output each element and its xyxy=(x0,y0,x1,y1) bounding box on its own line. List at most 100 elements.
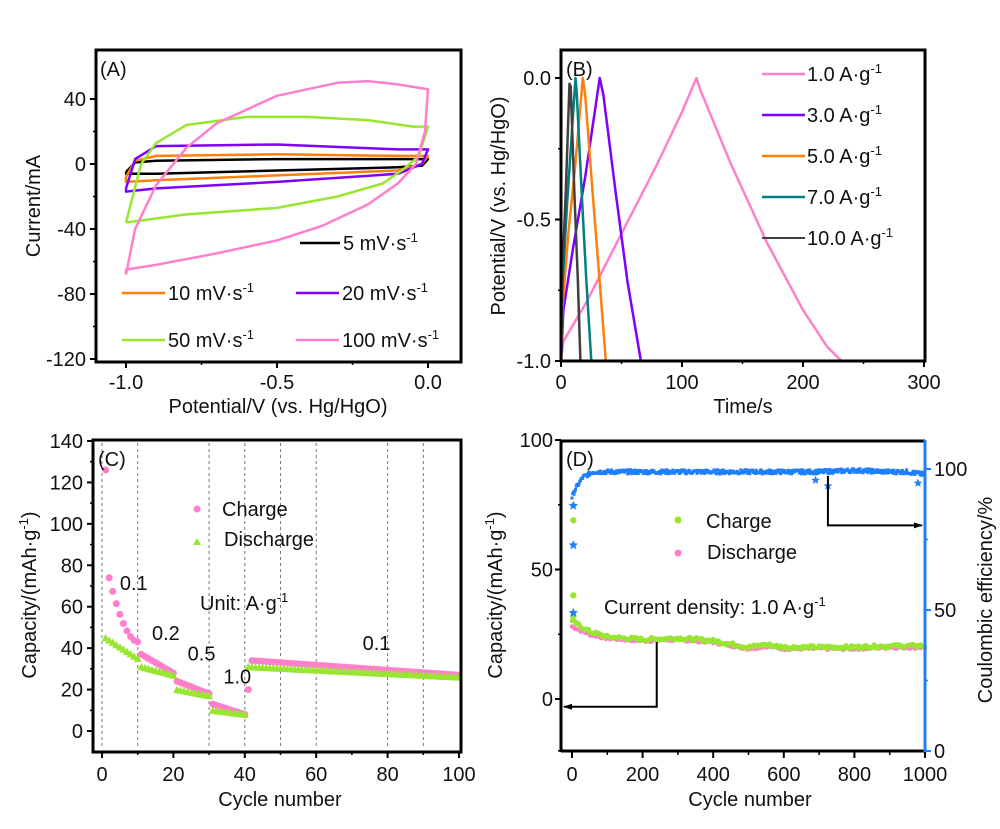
panel-d-legend-discharge-label: Discharge xyxy=(707,542,797,564)
panel-b-legend-label: 3.0 A·g-1 xyxy=(807,102,882,127)
ce-point xyxy=(818,470,822,474)
panel-c-points xyxy=(101,466,463,718)
panel-a-y-tick-label: -80 xyxy=(57,284,86,306)
panel-c-legend-charge-marker xyxy=(193,505,201,513)
panel-c-y-tick-label: 140 xyxy=(50,431,83,453)
ce-point xyxy=(869,471,873,475)
panel-a-legend-label: 10 mV·s-1 xyxy=(168,280,254,305)
ce-point xyxy=(662,468,666,472)
ce-point xyxy=(777,468,781,472)
panel-d-legend-charge-marker xyxy=(674,516,682,524)
ce-point xyxy=(613,471,617,475)
panel-c-rate-label: 0.5 xyxy=(188,644,216,666)
ce-point xyxy=(836,470,840,474)
panel-a-legend-label-sup: -1 xyxy=(406,230,418,245)
panel-a-y-tick-label: 40 xyxy=(64,89,86,111)
panel-c-rate-label: 0.1 xyxy=(120,573,148,595)
ce-point xyxy=(714,472,718,476)
panel-c-x-tick-label: 40 xyxy=(234,764,256,786)
ce-point xyxy=(905,468,909,472)
ce-point xyxy=(626,472,630,476)
panel-b-y-tick-label: 0.0 xyxy=(523,68,551,90)
charge-point xyxy=(109,587,117,595)
panel-b-legend-label: 5.0 A·g-1 xyxy=(807,143,882,168)
charge-point xyxy=(102,466,110,474)
panel-a-y-tick-label: 0 xyxy=(75,154,86,176)
ce-point xyxy=(891,470,895,474)
panel-d-y-title: Capacity/(mAh·g-1) xyxy=(482,511,507,678)
panel-a-x-ticks: -1.0 -0.5 0.0 xyxy=(109,362,442,394)
ce-point xyxy=(841,468,845,472)
ce-point xyxy=(703,472,707,476)
ce-point xyxy=(586,475,590,479)
ce-point xyxy=(834,470,838,474)
panel-a-label: (A) xyxy=(100,59,127,81)
ce-point xyxy=(581,476,585,480)
ce-point xyxy=(864,469,868,473)
ce-point xyxy=(658,469,662,473)
discharge-point xyxy=(133,654,142,662)
cv-curve-3 xyxy=(124,115,430,224)
panel-d-x-tick-label: 800 xyxy=(838,764,871,786)
panel-b-x-tick-label: 300 xyxy=(907,372,940,394)
ce-point xyxy=(892,468,896,472)
ce-point xyxy=(739,468,743,472)
panel-b-legend-label-sup: -1 xyxy=(870,184,882,199)
ce-point xyxy=(609,471,613,475)
panel-d-y-title-close: ) xyxy=(485,511,507,518)
panel-d: 0 50 100 0 50 100 0 200 400 600 800 1000 (D) Cycl… xyxy=(482,430,997,811)
ce-point xyxy=(568,500,579,510)
charge-point xyxy=(123,627,131,635)
ce-point xyxy=(604,472,608,476)
panel-c-rate-label: 0.1 xyxy=(363,633,391,655)
panel-b-y-tick-label: -0.5 xyxy=(517,210,551,232)
ce-point xyxy=(576,483,580,487)
discharge-point xyxy=(169,671,178,679)
panel-d-y2-tick-label: 50 xyxy=(934,600,956,622)
panel-c-x-tick-label: 60 xyxy=(305,764,327,786)
charge-point xyxy=(116,610,124,618)
ce-point xyxy=(633,468,637,472)
ce-point xyxy=(831,471,835,475)
ce-point xyxy=(671,468,675,472)
ce-point xyxy=(748,472,752,476)
panel-a-curves xyxy=(124,79,430,275)
panel-d-y2-tick-label: 0 xyxy=(934,741,945,763)
ce-point xyxy=(573,489,577,493)
ce-point xyxy=(874,470,878,474)
ce-point xyxy=(754,468,758,472)
panel-a-y-title: Current/mA xyxy=(23,154,45,257)
panel-c-y-tick-label: 60 xyxy=(61,597,83,619)
ce-point xyxy=(862,470,866,474)
ce-point xyxy=(868,467,872,471)
panel-b-legend: 1.0 A·g-13.0 A·g-15.0 A·g-17.0 A·g-110.0… xyxy=(762,61,893,250)
panel-d-x-tick-label: 400 xyxy=(697,764,730,786)
panel-d-y-title-sup: -1 xyxy=(482,518,497,530)
ce-point xyxy=(768,472,772,476)
ce-point xyxy=(877,471,881,475)
ce-point xyxy=(869,469,873,473)
panel-a-legend-label-sup: -1 xyxy=(428,327,440,342)
panel-a-x-title: Potential/V (vs. Hg/HgO) xyxy=(169,396,388,418)
arrowhead-right-icon xyxy=(914,522,923,529)
ce-point xyxy=(799,468,803,472)
ce-point xyxy=(845,467,849,471)
ce-point xyxy=(615,471,619,475)
ce-point xyxy=(625,468,629,472)
ce-point xyxy=(660,468,664,472)
ce-point xyxy=(880,471,884,475)
panel-b-legend-label-main: 7.0 A·g xyxy=(807,187,870,209)
ce-point xyxy=(758,470,762,474)
ce-point xyxy=(574,488,578,492)
panel-b-y-tick-label: -1.0 xyxy=(517,351,551,373)
panel-c-unit-main: Unit: A·g xyxy=(200,593,277,615)
ce-point xyxy=(774,471,778,475)
panel-b-legend-label-main: 3.0 A·g xyxy=(807,105,870,127)
panel-a-y-ticks: 40 0 -40 -80 -120 xyxy=(46,89,96,371)
gcd-curve-1 xyxy=(559,76,643,362)
ce-point xyxy=(629,468,633,472)
ce-point xyxy=(585,473,589,477)
ce-point xyxy=(867,469,871,473)
panel-a-legend-label-main: 50 mV·s xyxy=(168,330,242,352)
ce-point xyxy=(578,479,582,483)
